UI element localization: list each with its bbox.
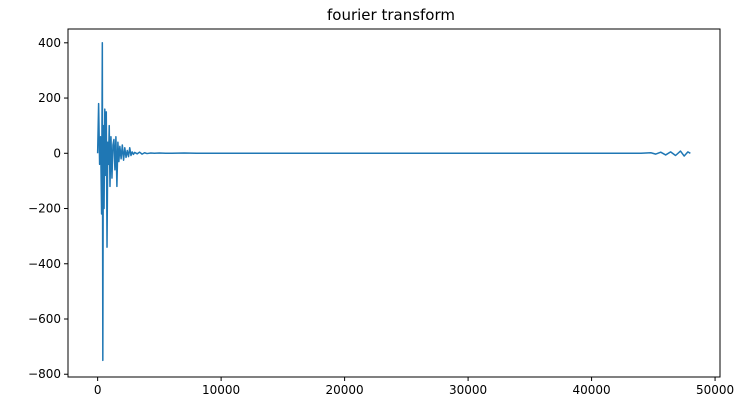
y-tick-label: −400 bbox=[28, 257, 61, 271]
plot-area: 0 10000 20000 30000 40000 50000 400 200 0 −200 −40… bbox=[28, 28, 734, 397]
x-tick-label: 30000 bbox=[449, 383, 487, 397]
series-line bbox=[96, 42, 691, 362]
axes-frame bbox=[67, 28, 721, 378]
chart-title: fourier transform bbox=[327, 6, 455, 24]
y-tick-label: 400 bbox=[38, 36, 61, 50]
x-tick-label: 10000 bbox=[202, 383, 240, 397]
x-tick-label: 50000 bbox=[696, 383, 734, 397]
y-tick-label: −800 bbox=[28, 367, 61, 381]
y-tick-label: 0 bbox=[53, 146, 61, 160]
y-tick-label: 200 bbox=[38, 91, 61, 105]
y-tick-label: −200 bbox=[28, 202, 61, 216]
x-tick-label: 40000 bbox=[572, 383, 610, 397]
x-tick-label: 0 bbox=[94, 383, 102, 397]
x-tick-label: 20000 bbox=[326, 383, 364, 397]
y-tick-label: −600 bbox=[28, 312, 61, 326]
